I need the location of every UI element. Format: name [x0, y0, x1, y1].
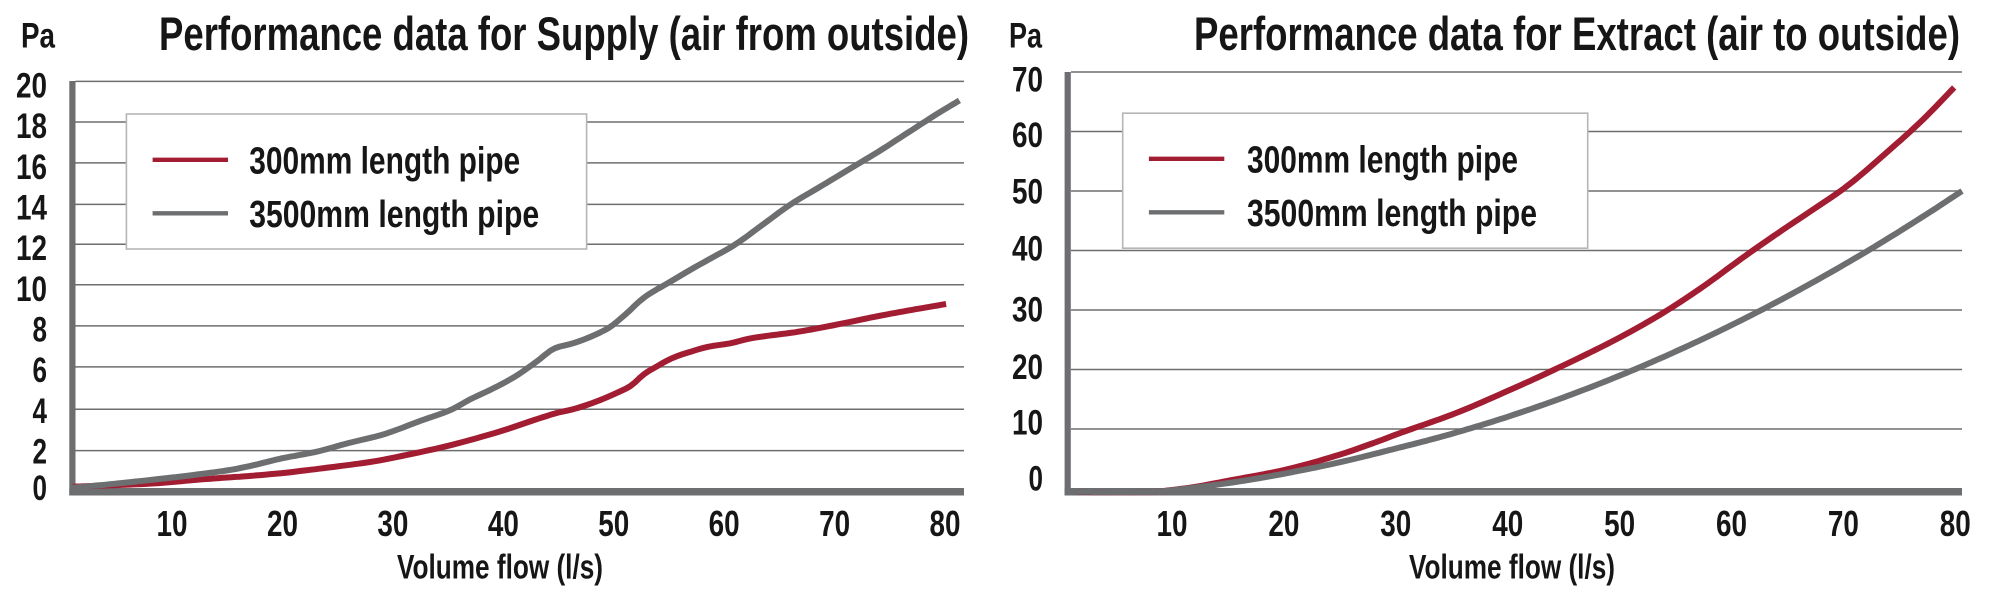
- svg-text:Performance data for Supply (a: Performance data for Supply (air from ou…: [159, 7, 969, 60]
- svg-text:30: 30: [1012, 290, 1043, 329]
- svg-text:50: 50: [1012, 172, 1043, 211]
- svg-text:80: 80: [930, 503, 961, 544]
- svg-text:20: 20: [1268, 503, 1299, 544]
- svg-text:10: 10: [1012, 403, 1043, 442]
- svg-text:300mm length pipe: 300mm length pipe: [249, 140, 520, 182]
- svg-text:60: 60: [1012, 116, 1043, 155]
- svg-text:20: 20: [267, 503, 298, 544]
- svg-text:2: 2: [33, 432, 48, 471]
- svg-text:Volume flow (l/s): Volume flow (l/s): [1409, 549, 1615, 587]
- svg-text:300mm length pipe: 300mm length pipe: [1247, 139, 1518, 181]
- svg-text:10: 10: [1157, 503, 1188, 544]
- svg-text:Pa: Pa: [1009, 17, 1042, 56]
- svg-text:40: 40: [1492, 503, 1523, 544]
- svg-text:10: 10: [16, 270, 47, 309]
- svg-text:60: 60: [1716, 503, 1747, 544]
- svg-text:Pa: Pa: [21, 17, 55, 56]
- svg-text:4: 4: [33, 392, 48, 431]
- svg-text:60: 60: [709, 503, 740, 544]
- svg-text:12: 12: [16, 229, 47, 268]
- svg-text:40: 40: [488, 503, 519, 544]
- svg-text:0: 0: [33, 469, 48, 508]
- svg-text:18: 18: [16, 107, 47, 146]
- svg-text:16: 16: [16, 148, 47, 187]
- svg-text:40: 40: [1012, 229, 1043, 268]
- svg-text:30: 30: [1380, 503, 1411, 544]
- svg-text:0: 0: [1029, 459, 1044, 498]
- svg-text:14: 14: [16, 188, 47, 227]
- svg-text:80: 80: [1940, 503, 1971, 544]
- svg-text:70: 70: [1828, 503, 1859, 544]
- svg-text:20: 20: [16, 67, 47, 106]
- svg-text:70: 70: [1012, 60, 1043, 99]
- svg-text:Volume flow (l/s): Volume flow (l/s): [397, 549, 603, 587]
- svg-text:50: 50: [1604, 503, 1635, 544]
- svg-text:Performance data for Extract (: Performance data for Extract (air to out…: [1194, 7, 1960, 60]
- svg-text:50: 50: [598, 503, 629, 544]
- svg-text:30: 30: [377, 503, 408, 544]
- svg-text:10: 10: [157, 503, 188, 544]
- svg-text:8: 8: [33, 310, 48, 349]
- svg-text:6: 6: [33, 351, 48, 390]
- svg-text:3500mm length pipe: 3500mm length pipe: [1247, 193, 1537, 235]
- svg-text:70: 70: [819, 503, 850, 544]
- svg-text:20: 20: [1012, 348, 1043, 387]
- svg-text:3500mm length pipe: 3500mm length pipe: [249, 194, 539, 236]
